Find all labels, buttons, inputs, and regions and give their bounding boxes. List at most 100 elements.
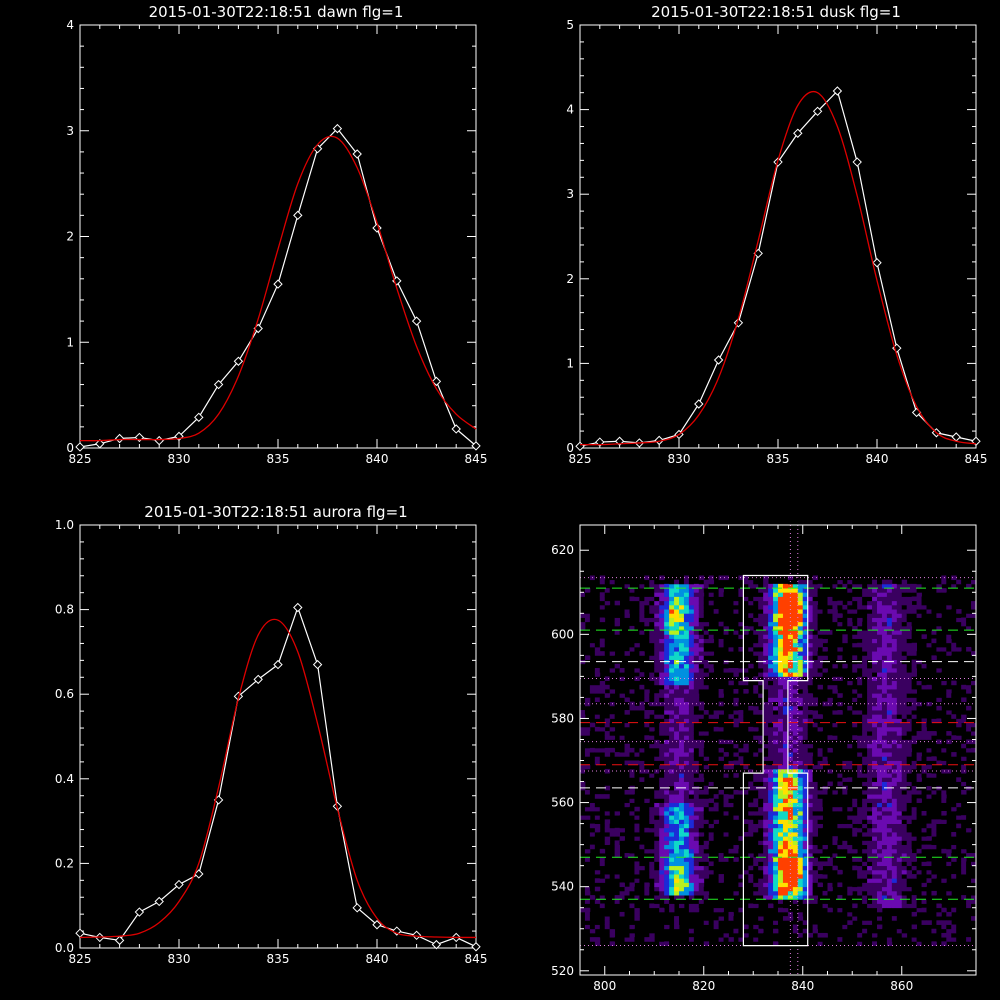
heatmap-cell <box>881 861 888 867</box>
heatmap-cell <box>718 802 724 808</box>
heatmap-cell <box>728 911 734 917</box>
heatmap-cell <box>847 625 853 631</box>
heatmap-cell <box>619 752 625 757</box>
heatmap-cell <box>723 932 729 938</box>
heatmap-cell <box>753 907 759 913</box>
heatmap-cell <box>867 819 873 824</box>
heatmap-cell <box>773 861 779 867</box>
heatmap-cell <box>580 861 586 867</box>
heatmap-cell <box>758 621 764 627</box>
heatmap-cell <box>901 815 908 820</box>
heatmap-cell <box>669 579 675 585</box>
heatmap-cell <box>778 886 784 892</box>
heatmap-cell <box>713 781 719 787</box>
heatmap-cell <box>896 832 903 837</box>
heatmap-cell <box>738 789 744 795</box>
heatmap-cell <box>807 634 814 639</box>
heatmap-cell <box>758 882 764 888</box>
heatmap-cell <box>807 768 814 774</box>
heatmap-cell <box>802 869 809 875</box>
heatmap-cell <box>674 832 680 837</box>
heatmap-cell <box>812 701 818 707</box>
heatmap-cell <box>881 874 888 879</box>
heatmap-cell <box>901 697 908 703</box>
heatmap-cell <box>693 903 700 909</box>
heatmap-cell <box>589 756 596 761</box>
heatmap-cell <box>877 865 883 871</box>
heatmap-cell <box>881 928 888 934</box>
heatmap-cell <box>782 832 789 837</box>
heatmap-cell <box>723 575 729 581</box>
heatmap-cell <box>817 756 823 761</box>
heatmap-cell <box>807 642 814 648</box>
heatmap-cell <box>733 659 739 665</box>
heatmap-cell <box>659 672 665 677</box>
heatmap-cell <box>693 916 700 921</box>
heatmap-cell <box>748 907 754 913</box>
heatmap-cell <box>728 920 734 925</box>
heatmap-cell <box>639 613 645 618</box>
heatmap-cell <box>659 689 665 694</box>
heatmap-cell <box>708 920 715 925</box>
heatmap-cell <box>683 722 690 728</box>
heatmap-cell <box>827 600 833 606</box>
heatmap-cell <box>753 655 759 660</box>
heatmap-cell <box>718 836 724 841</box>
heatmap-cell <box>743 625 749 631</box>
heatmap-cell <box>693 832 700 837</box>
heatmap-cell <box>867 794 873 799</box>
heatmap-cell <box>599 592 606 597</box>
heatmap-cell <box>812 916 818 921</box>
heatmap-cell <box>589 789 596 795</box>
heatmap-cell <box>886 600 893 606</box>
heatmap-cell <box>669 659 675 665</box>
heatmap-cell <box>683 827 690 833</box>
heatmap-cell <box>580 941 586 946</box>
heatmap-cell <box>614 916 620 921</box>
heatmap-cell <box>698 752 705 757</box>
aurora-data-point <box>471 942 481 952</box>
heatmap-cell <box>654 903 660 909</box>
heatmap-cell <box>773 752 779 757</box>
heatmap-cell <box>674 827 680 833</box>
heatmap-cell <box>743 667 749 673</box>
heatmap-cell <box>817 613 823 618</box>
heatmap-cell <box>713 865 719 871</box>
heatmap-cell <box>817 823 823 829</box>
heatmap-cell <box>768 810 774 816</box>
heatmap-cell <box>822 907 828 913</box>
heatmap-cell <box>708 667 715 673</box>
heatmap-cell <box>584 768 591 774</box>
heatmap-cell <box>792 722 799 728</box>
heatmap-cell <box>817 655 823 660</box>
heatmap-cell <box>782 836 789 841</box>
heatmap-cell <box>802 634 809 639</box>
heatmap-cell <box>713 726 719 732</box>
heatmap-cell <box>629 928 635 934</box>
heatmap-cell <box>857 932 863 938</box>
heatmap-cell <box>693 874 700 879</box>
heatmap-cell <box>743 890 749 896</box>
heatmap-cell <box>649 680 655 686</box>
heatmap-cell <box>773 714 779 719</box>
heatmap-cell <box>718 726 724 732</box>
heatmap-cell <box>728 621 734 627</box>
heatmap-cell <box>654 667 660 673</box>
heatmap-cell <box>758 743 764 749</box>
heatmap-cell <box>807 794 814 799</box>
heatmap-cell <box>896 739 903 745</box>
heatmap-cell <box>748 680 754 686</box>
heatmap-cell <box>886 747 893 753</box>
heatmap-cell <box>743 764 749 770</box>
heatmap-cell <box>693 718 700 724</box>
heatmap-cell <box>679 882 685 888</box>
heatmap-cell <box>792 768 799 774</box>
heatmap-cell <box>664 941 670 946</box>
heatmap-cell <box>867 806 873 812</box>
heatmap-cell <box>634 646 640 652</box>
heatmap-cell <box>580 642 586 648</box>
heatmap-cell <box>758 617 764 623</box>
heatmap-cell <box>674 714 680 719</box>
heatmap-cell <box>778 609 784 614</box>
heatmap-cell <box>797 907 804 913</box>
